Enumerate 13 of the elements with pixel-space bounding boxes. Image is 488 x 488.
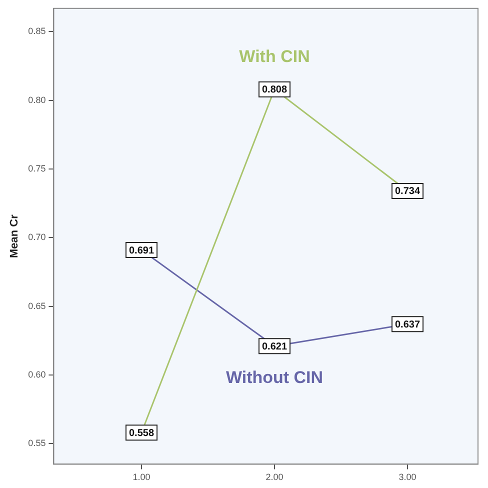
y-tick-label: 0.80: [28, 94, 46, 105]
x-tick-label: 1.00: [132, 472, 150, 482]
y-tick-label: 0.55: [28, 438, 46, 448]
series-label: Without CIN: [226, 368, 324, 387]
y-tick-label: 0.60: [28, 369, 46, 380]
y-tick-label: 0.65: [28, 300, 46, 311]
y-tick-label: 0.75: [28, 164, 46, 174]
series-label: With CIN: [239, 47, 310, 66]
y-tick-label: 0.70: [28, 232, 46, 242]
y-axis-title: Mean Cr: [8, 214, 21, 258]
y-tick-label: 0.85: [28, 26, 46, 36]
x-tick-label: 2.00: [266, 472, 284, 482]
x-tick-label: 3.00: [398, 472, 416, 482]
